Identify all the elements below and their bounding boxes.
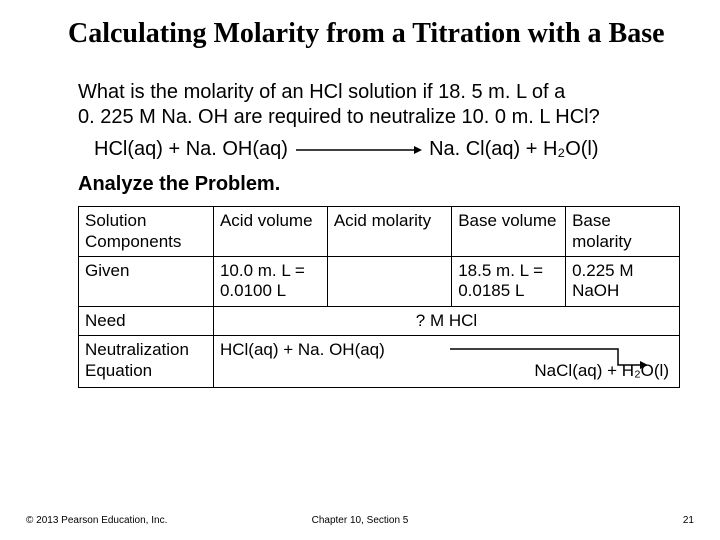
header-acid-volume: Acid volume <box>213 207 327 257</box>
main-eq-right: Na. Cl(aq) + H₂O(l) <box>429 138 598 160</box>
page-title: Calculating Molarity from a Titration wi… <box>0 0 720 50</box>
table-row: Solution Components Acid volume Acid mol… <box>79 207 680 257</box>
given-label: Given <box>79 256 214 306</box>
neutralization-eq-right: NaCl(aq) + H₂O(l) <box>220 361 673 381</box>
need-value: ? M HCl <box>213 306 679 335</box>
question-text: What is the molarity of an HCl solution … <box>78 80 680 130</box>
chapter-section-text: Chapter 10, Section 5 <box>0 515 720 526</box>
given-acid-molarity <box>327 256 451 306</box>
given-base-volume: 18.5 m. L = 0.0185 L <box>452 256 566 306</box>
need-label: Need <box>79 306 214 335</box>
table-row: Given 10.0 m. L = 0.0100 L 18.5 m. L = 0… <box>79 256 680 306</box>
table-row: Neutralization Equation HCl(aq) + Na. OH… <box>79 336 680 388</box>
page-number: 21 <box>683 515 694 526</box>
table-row: Need ? M HCl <box>79 306 680 335</box>
header-base-volume: Base volume <box>452 207 566 257</box>
header-base-molarity: Base molarity <box>566 207 680 257</box>
header-acid-molarity: Acid molarity <box>327 207 451 257</box>
given-base-molarity: 0.225 M NaOH <box>566 256 680 306</box>
neutralization-equation-cell: HCl(aq) + Na. OH(aq) NaCl(aq) + H₂O(l) <box>213 336 679 388</box>
neutralization-eq-left: HCl(aq) + Na. OH(aq) <box>220 340 673 360</box>
analyze-heading: Analyze the Problem. <box>78 173 680 196</box>
question-line-1: What is the molarity of an HCl solution … <box>78 81 565 103</box>
reaction-arrow-icon <box>294 143 424 157</box>
analysis-table: Solution Components Acid volume Acid mol… <box>78 206 680 388</box>
main-equation: HCl(aq) + Na. OH(aq) Na. Cl(aq) + H₂O(l) <box>78 136 680 169</box>
header-solution-components: Solution Components <box>79 207 214 257</box>
question-line-2: 0. 225 M Na. OH are required to neutrali… <box>78 106 600 128</box>
given-acid-volume: 10.0 m. L = 0.0100 L <box>213 256 327 306</box>
neutralization-label: Neutralization Equation <box>79 336 214 388</box>
content-area: What is the molarity of an HCl solution … <box>0 50 720 388</box>
main-eq-left: HCl(aq) + Na. OH(aq) <box>94 138 288 160</box>
